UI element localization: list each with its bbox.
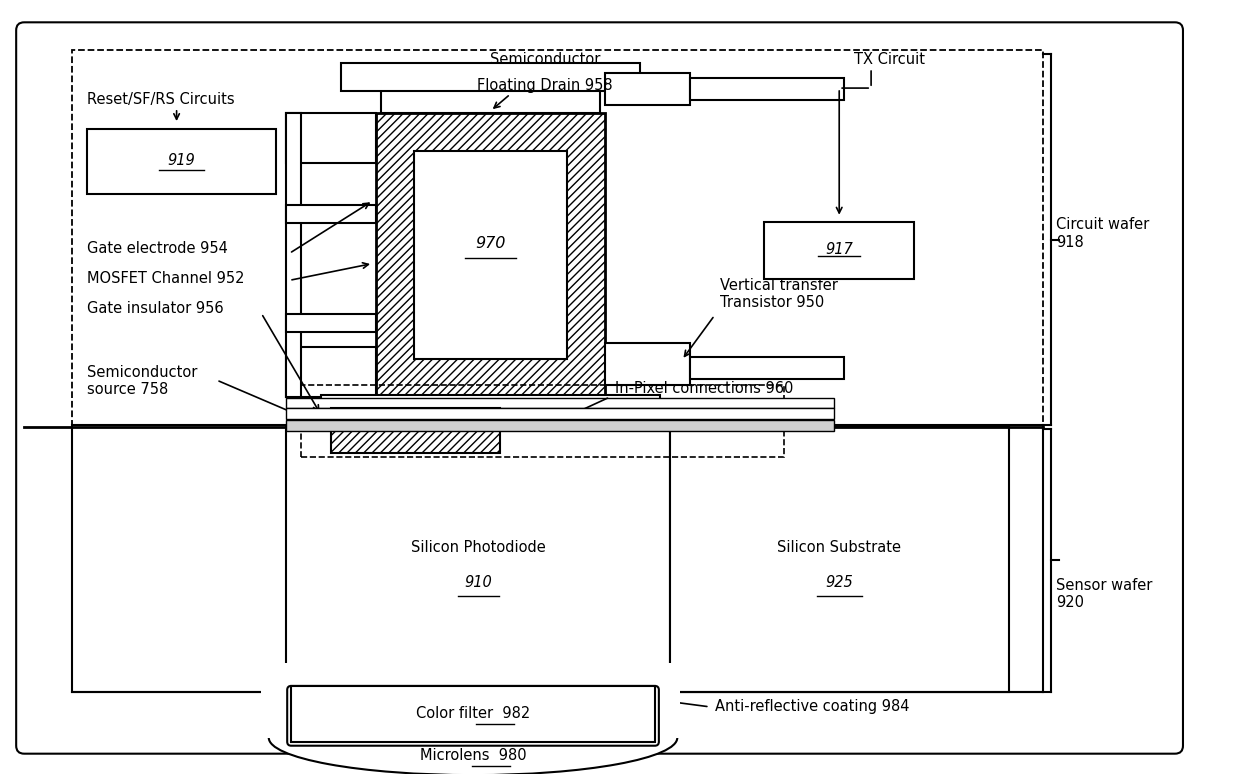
Text: Microlens  980: Microlens 980 bbox=[419, 748, 526, 763]
Bar bbox=[286, 420, 835, 431]
Bar bbox=[605, 73, 689, 105]
Bar bbox=[765, 222, 914, 280]
Text: 919: 919 bbox=[167, 153, 196, 168]
Bar bbox=[689, 357, 844, 379]
Bar bbox=[286, 427, 670, 692]
Bar bbox=[321, 395, 660, 422]
Text: Reset/SF/RS Circuits: Reset/SF/RS Circuits bbox=[87, 92, 234, 107]
Bar bbox=[286, 315, 376, 332]
Bar bbox=[341, 64, 640, 91]
Text: Silicon Photodiode: Silicon Photodiode bbox=[412, 540, 546, 556]
Text: Vertical transfer
Transistor 950: Vertical transfer Transistor 950 bbox=[719, 278, 837, 310]
FancyBboxPatch shape bbox=[288, 686, 658, 746]
Bar bbox=[331, 408, 501, 453]
Text: 910: 910 bbox=[465, 575, 492, 591]
Bar bbox=[605, 343, 689, 385]
Bar bbox=[286, 408, 835, 419]
Bar bbox=[414, 151, 567, 359]
Bar bbox=[286, 113, 301, 397]
Bar bbox=[286, 113, 376, 163]
Bar bbox=[670, 427, 1008, 692]
Bar bbox=[286, 347, 376, 397]
Bar bbox=[689, 78, 844, 100]
Text: TX Circuit: TX Circuit bbox=[854, 52, 925, 67]
Text: 925: 925 bbox=[826, 575, 853, 591]
Text: Semiconductor: Semiconductor bbox=[490, 52, 600, 67]
Bar bbox=[286, 205, 376, 222]
Text: Circuit wafer
918: Circuit wafer 918 bbox=[1056, 217, 1149, 250]
Text: Silicon Substrate: Silicon Substrate bbox=[777, 540, 901, 556]
Text: MOSFET Channel 952: MOSFET Channel 952 bbox=[87, 271, 244, 287]
Text: Color filter  982: Color filter 982 bbox=[415, 706, 531, 722]
Bar bbox=[262, 663, 680, 738]
Bar bbox=[286, 398, 835, 408]
Bar bbox=[72, 425, 1044, 692]
Bar bbox=[301, 385, 785, 456]
Ellipse shape bbox=[269, 701, 677, 775]
Text: Gate insulator 956: Gate insulator 956 bbox=[87, 301, 223, 316]
Text: Semiconductor
source 758: Semiconductor source 758 bbox=[87, 365, 197, 398]
Text: 970: 970 bbox=[475, 236, 506, 250]
Text: Sensor wafer
920: Sensor wafer 920 bbox=[1056, 578, 1153, 611]
Text: 917: 917 bbox=[826, 243, 853, 257]
Text: Floating Drain 958: Floating Drain 958 bbox=[477, 78, 613, 93]
FancyBboxPatch shape bbox=[16, 22, 1183, 753]
Text: In-Pixel connections 960: In-Pixel connections 960 bbox=[615, 381, 794, 396]
Bar bbox=[376, 113, 605, 397]
Bar bbox=[87, 129, 277, 194]
Bar bbox=[291, 686, 655, 742]
Bar bbox=[72, 50, 1044, 427]
Text: Gate electrode 954: Gate electrode 954 bbox=[87, 242, 228, 257]
Text: Anti-reflective coating 984: Anti-reflective coating 984 bbox=[714, 699, 909, 715]
Bar bbox=[381, 68, 600, 113]
